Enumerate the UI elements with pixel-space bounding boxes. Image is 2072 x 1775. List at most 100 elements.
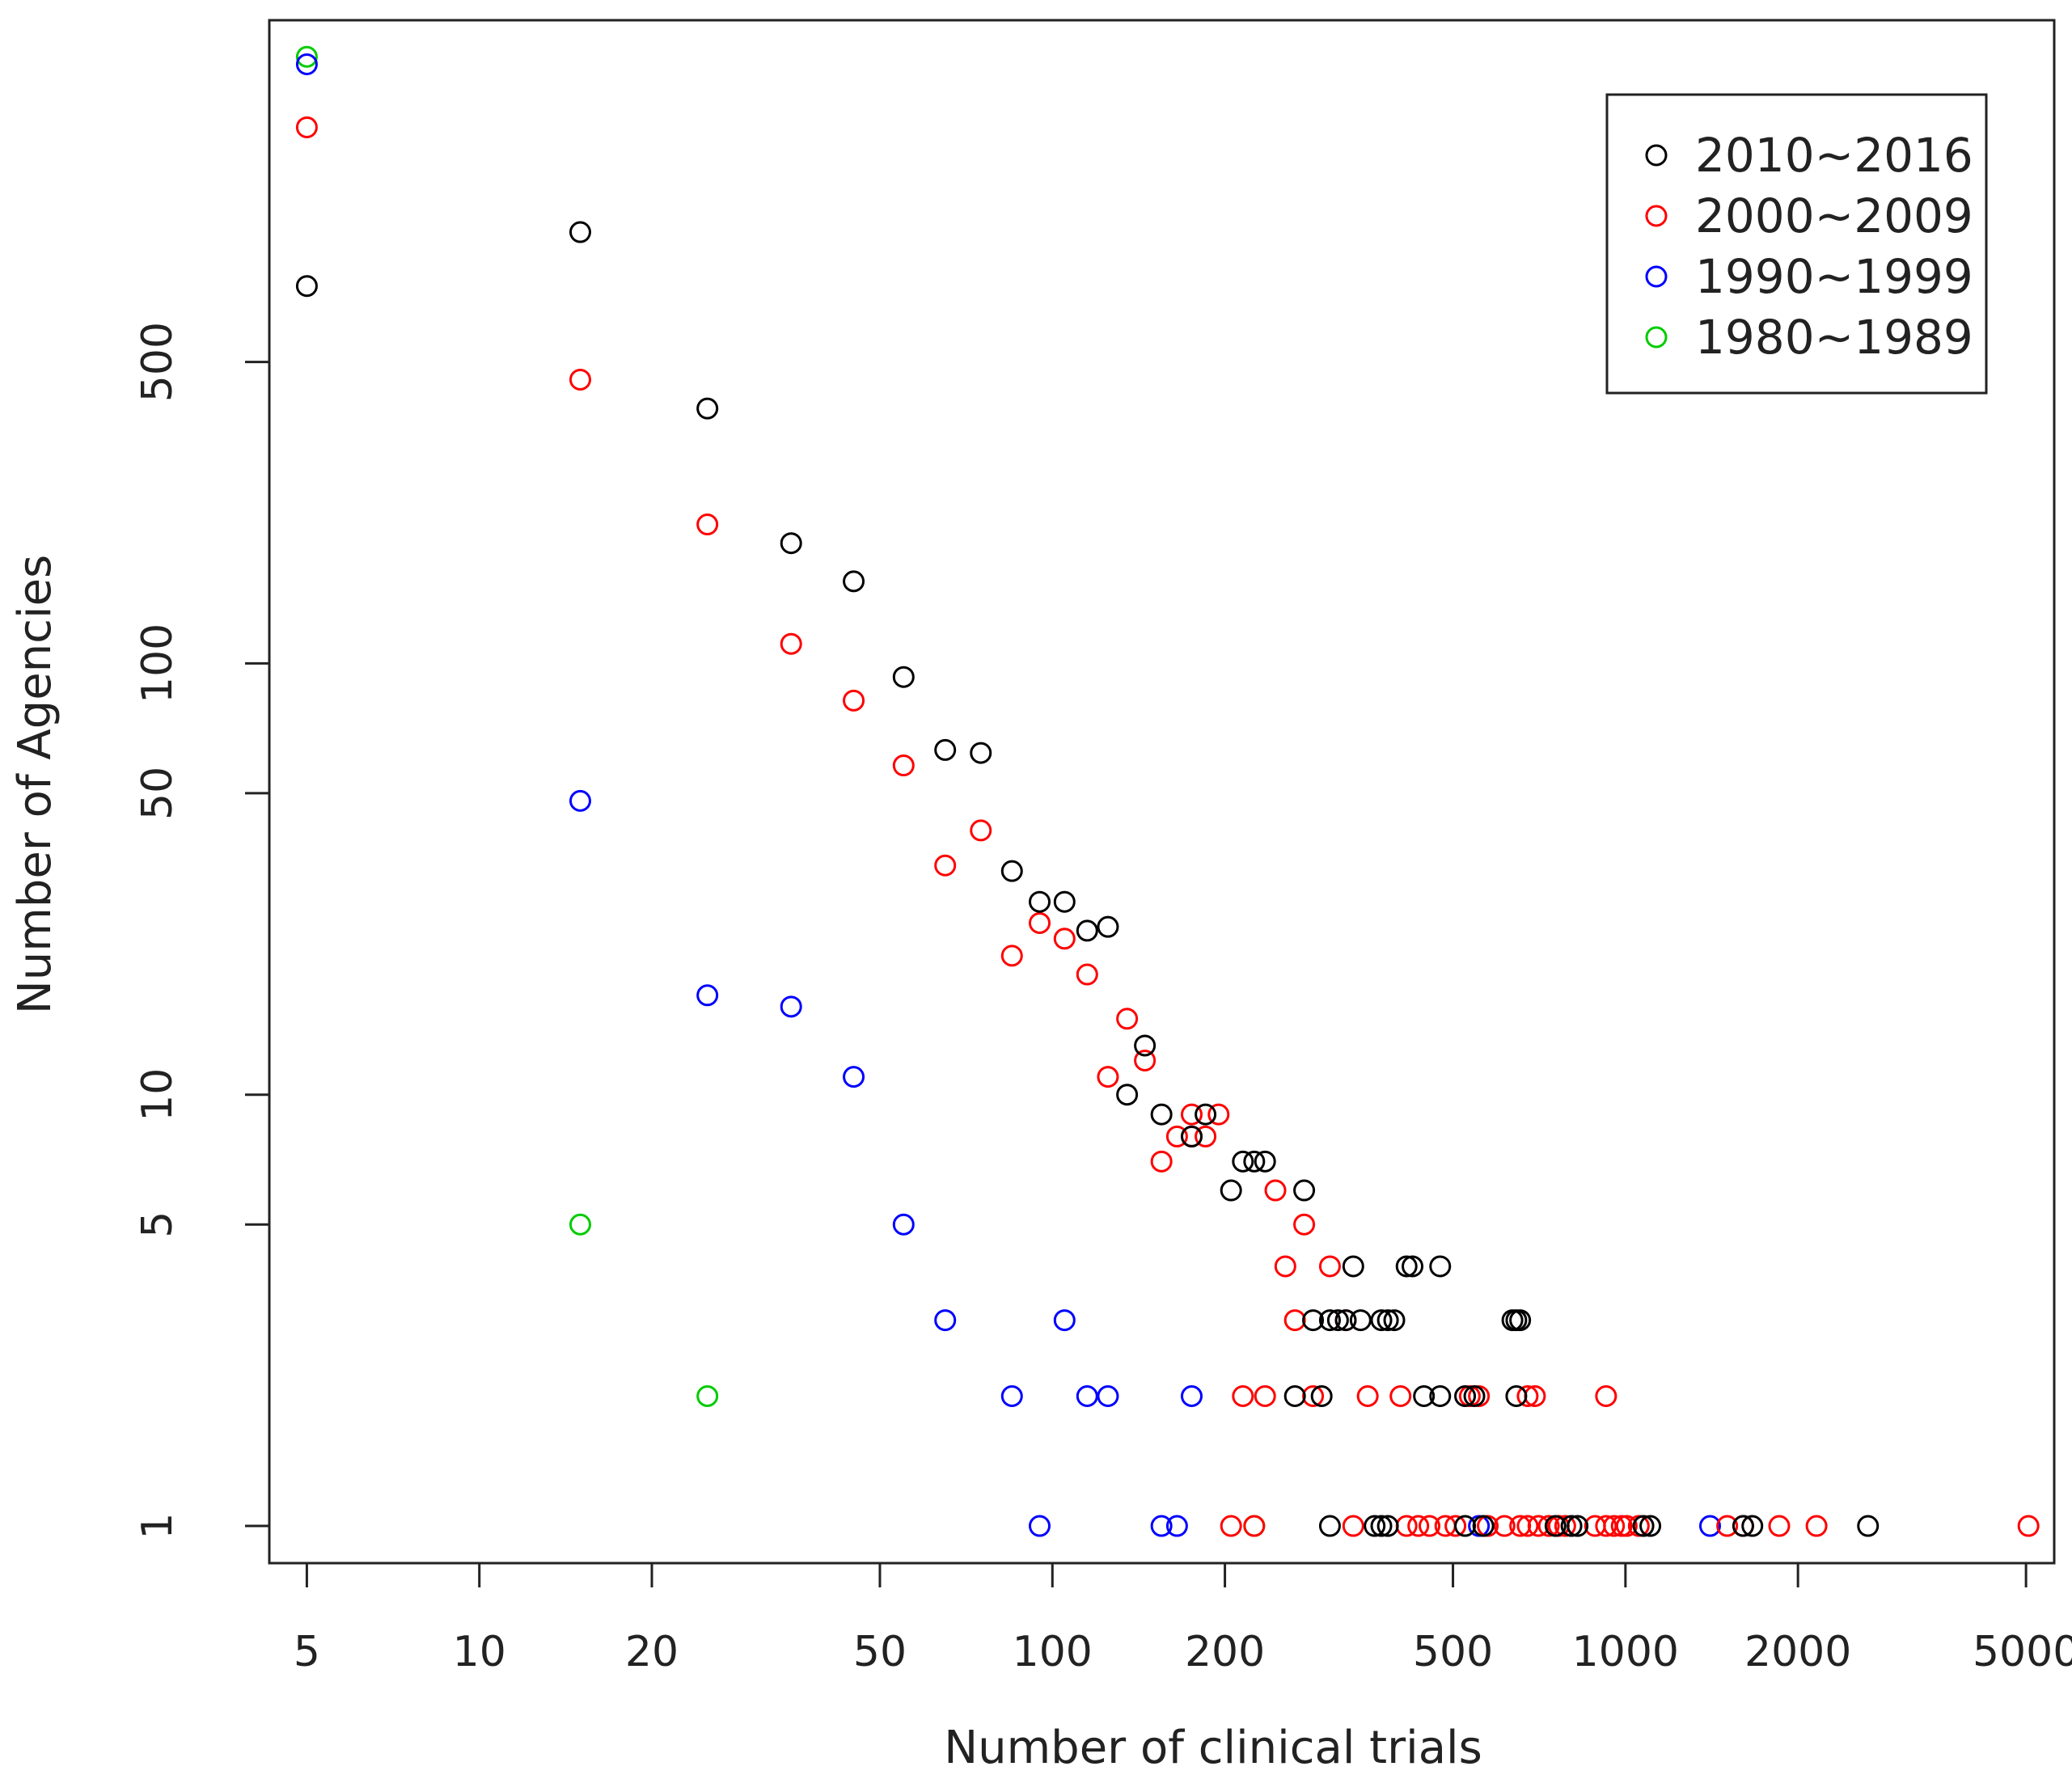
data-point <box>1180 1103 1203 1126</box>
data-point <box>1454 1384 1477 1407</box>
data-point <box>780 632 802 655</box>
legend-marker <box>1645 265 1668 288</box>
data-point <box>1254 1150 1276 1173</box>
data-point <box>1053 1309 1076 1332</box>
data-point <box>1732 1515 1754 1537</box>
data-point <box>1741 1515 1764 1537</box>
y-tick-label: 100 <box>133 623 182 704</box>
data-point <box>1342 1255 1364 1278</box>
data-point <box>1150 1103 1173 1126</box>
data-points <box>295 45 2040 1537</box>
y-axis: 1 5 10 50 100 500 <box>133 322 271 1540</box>
legend-marker <box>1645 205 1668 227</box>
y-tick-label: 50 <box>133 767 182 820</box>
data-point <box>1293 1213 1316 1236</box>
data-point <box>1395 1255 1418 1278</box>
data-point <box>1180 1384 1203 1407</box>
data-point <box>1389 1384 1412 1407</box>
data-point <box>1429 1255 1452 1278</box>
data-point <box>843 689 865 712</box>
data-point <box>1615 1515 1638 1537</box>
data-point <box>1595 1384 1617 1407</box>
data-point <box>1342 1515 1364 1537</box>
data-point <box>1000 1384 1023 1407</box>
data-point <box>1376 1309 1399 1332</box>
data-point <box>1356 1384 1379 1407</box>
data-point <box>1595 1515 1617 1537</box>
series-1990~1999 <box>295 53 1721 1537</box>
data-point <box>843 1066 865 1088</box>
data-point <box>1402 1255 1424 1278</box>
data-point <box>1698 1515 1721 1537</box>
data-point <box>1134 1034 1157 1057</box>
legend-box <box>1605 93 1988 395</box>
data-point <box>1243 1150 1266 1173</box>
data-point <box>970 819 992 842</box>
data-point <box>1334 1309 1357 1332</box>
data-point <box>1370 1309 1393 1332</box>
data-point <box>1232 1150 1254 1173</box>
data-point <box>1076 919 1098 942</box>
data-point <box>1768 1515 1791 1537</box>
data-point <box>696 1384 719 1407</box>
data-point <box>569 368 591 391</box>
legend-label: 2000~2009 <box>1695 188 1973 243</box>
legend-label: 1980~1989 <box>1695 310 1973 365</box>
data-point <box>1610 1515 1633 1537</box>
data-point <box>1150 1515 1173 1537</box>
data-point <box>1097 915 1119 938</box>
data-point <box>1516 1384 1539 1407</box>
data-point <box>892 1213 915 1236</box>
data-point <box>1053 890 1076 913</box>
data-point <box>1364 1515 1386 1537</box>
legend-label: 2010~2016 <box>1695 128 1973 183</box>
data-point <box>569 789 591 812</box>
data-point <box>569 1213 591 1236</box>
x-tick-label: 5 <box>294 1628 320 1676</box>
data-point <box>1180 1125 1203 1147</box>
data-point <box>780 532 802 555</box>
x-tick-label: 50 <box>853 1628 907 1676</box>
x-tick-label: 20 <box>625 1628 679 1676</box>
data-point <box>892 666 915 688</box>
data-point <box>1302 1309 1325 1332</box>
data-point <box>843 570 865 593</box>
x-axis-title: Number of clinical trials <box>944 1722 1482 1774</box>
data-point <box>1076 963 1098 986</box>
y-tick-label: 500 <box>133 322 182 402</box>
data-point <box>1395 1515 1418 1537</box>
x-tick-label: 10 <box>453 1628 506 1676</box>
data-point <box>1053 928 1076 950</box>
data-point <box>1097 1384 1119 1407</box>
x-tick-label: 5000 <box>1973 1628 2072 1676</box>
data-point <box>1220 1515 1242 1537</box>
data-point <box>1318 1309 1341 1332</box>
data-point <box>1116 1084 1139 1106</box>
y-axis-title: Number of Agencies <box>9 555 61 1014</box>
y-tick-label: 1 <box>133 1512 182 1539</box>
data-point <box>1472 1515 1495 1537</box>
data-point <box>1029 890 1051 913</box>
data-point <box>696 984 719 1007</box>
data-point <box>1509 1309 1532 1332</box>
data-point <box>970 742 992 764</box>
data-point <box>1207 1103 1230 1126</box>
data-point <box>1134 1049 1157 1071</box>
data-point <box>1029 911 1051 934</box>
data-point <box>295 53 318 76</box>
x-tick-label: 2000 <box>1744 1628 1851 1676</box>
data-point <box>1195 1125 1217 1147</box>
data-point <box>1376 1515 1399 1537</box>
y-tick-label: 10 <box>133 1068 182 1122</box>
x-tick-label: 500 <box>1413 1628 1493 1676</box>
data-point <box>780 995 802 1018</box>
legend-label: 1990~1999 <box>1695 249 1973 304</box>
data-point <box>934 1309 957 1332</box>
data-point <box>1274 1255 1296 1278</box>
data-point <box>1165 1515 1188 1537</box>
data-point <box>1326 1309 1349 1332</box>
x-tick-label: 200 <box>1185 1628 1265 1676</box>
x-axis: 5 10 20 50 100 200 500 1000 2000 5000 <box>294 1562 2072 1676</box>
data-point <box>1283 1384 1306 1407</box>
